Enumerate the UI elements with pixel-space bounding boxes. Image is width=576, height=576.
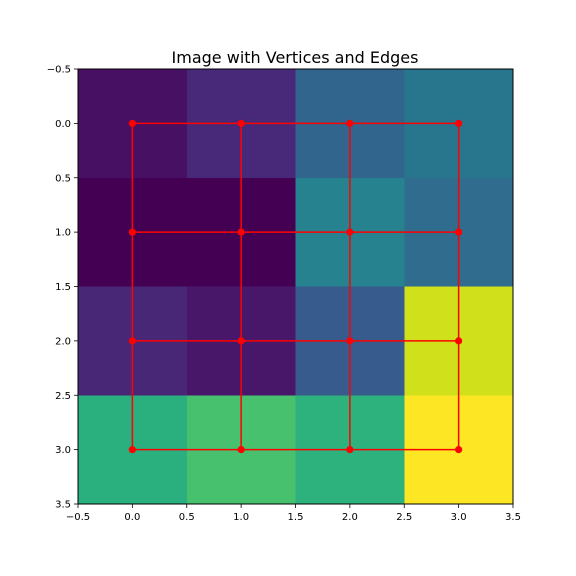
y-tick-label: 1.0 xyxy=(55,228,71,239)
graph-vertex xyxy=(346,119,354,127)
graph-vertex xyxy=(128,119,136,127)
y-tick-label: 0.0 xyxy=(55,119,71,130)
graph-vertex xyxy=(346,228,354,236)
graph-vertex xyxy=(346,446,354,454)
graph-vertices xyxy=(128,119,463,454)
y-tick-label: 1.5 xyxy=(55,282,71,293)
y-axis: −0.5 0.0 0.5 1.0 1.5 2.0 2.5 3.0 3.5 xyxy=(47,65,78,511)
x-tick-label: 2.0 xyxy=(342,512,358,523)
graph-vertex xyxy=(128,446,136,454)
x-axis: −0.5 0.0 0.5 1.0 1.5 2.0 2.5 3.0 3.5 xyxy=(66,504,521,523)
x-tick-label: 2.5 xyxy=(396,512,412,523)
graph-vertex xyxy=(455,228,463,236)
graph-vertex xyxy=(128,228,136,236)
graph-vertex xyxy=(455,119,463,127)
graph-vertex xyxy=(237,228,245,236)
x-tick-label: 1.0 xyxy=(233,512,249,523)
y-tick-label: 3.0 xyxy=(55,445,71,456)
graph-edges xyxy=(131,122,460,451)
graph-vertex xyxy=(237,119,245,127)
y-tick-label: 0.5 xyxy=(55,173,71,184)
y-tick-label: 3.5 xyxy=(55,500,71,511)
x-tick-label: 3.5 xyxy=(505,512,521,523)
y-tick-label: 2.5 xyxy=(55,391,71,402)
x-tick-label: 0.5 xyxy=(179,512,195,523)
graph-vertex xyxy=(128,337,136,345)
x-tick-label: −0.5 xyxy=(66,512,90,523)
graph-vertex xyxy=(237,446,245,454)
heatmap-cells xyxy=(78,69,513,504)
x-tick-label: 0.0 xyxy=(124,512,140,523)
x-tick-label: 1.5 xyxy=(288,512,304,523)
graph-vertex xyxy=(455,337,463,345)
x-tick-label: 3.0 xyxy=(451,512,467,523)
graph-vertex xyxy=(237,337,245,345)
y-tick-label: 2.0 xyxy=(55,336,71,347)
graph-vertex xyxy=(455,446,463,454)
y-tick-label: −0.5 xyxy=(47,65,71,76)
chart-title: Image with Vertices and Edges xyxy=(172,48,419,67)
graph-vertex xyxy=(346,337,354,345)
